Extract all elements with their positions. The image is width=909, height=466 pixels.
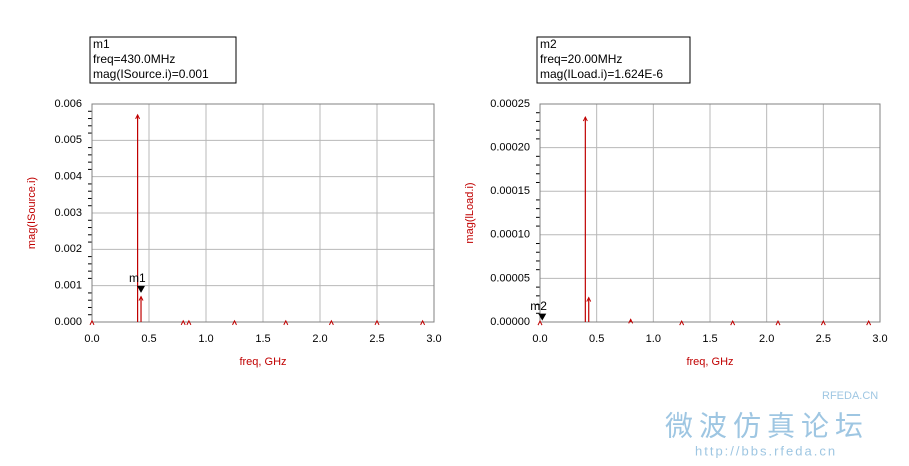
stem-arrow [420, 319, 426, 326]
y-tick-label: 0.00005 [490, 272, 530, 284]
y-tick-label: 0.00020 [490, 142, 530, 154]
y-tick-label: 0.006 [54, 98, 82, 110]
x-tick-label: 3.0 [872, 333, 887, 345]
stem-arrow [775, 320, 781, 326]
marker-name: m2 [540, 37, 557, 51]
y-axis-label: mag(lLoad.i) [464, 182, 476, 243]
marker-label: m2 [530, 299, 547, 313]
x-tick-label: 2.5 [369, 333, 384, 345]
stem-arrow [586, 296, 592, 302]
stem-arrow [138, 295, 144, 301]
stem-arrow [537, 320, 543, 326]
stem-arrow [283, 319, 289, 326]
watermark-site: RFEDA.CN [822, 390, 878, 402]
marker-freq: freq=430.0MHz [93, 52, 175, 66]
x-tick-label: 0.5 [141, 333, 156, 345]
stem-arrow [186, 319, 192, 326]
x-tick-label: 1.5 [702, 333, 717, 345]
stem-arrow [866, 320, 872, 326]
stem-arrow [582, 115, 588, 122]
stem-arrow [232, 319, 237, 326]
stem-arrow [89, 319, 95, 326]
marker-triangle [538, 313, 547, 321]
x-tick-label: 1.0 [646, 333, 661, 345]
x-tick-label: 2.5 [816, 333, 831, 345]
stem-arrow [679, 320, 685, 326]
stem-arrow [374, 319, 380, 326]
y-tick-label: 0.002 [54, 243, 82, 255]
watermark-url: http://bbs.rfeda.cn [695, 443, 837, 458]
y-tick-label: 0.00015 [490, 185, 530, 197]
marker-box [536, 36, 691, 84]
x-tick-label: 0.0 [532, 333, 547, 345]
y-axis-label: mag(ISource.i) [26, 177, 38, 249]
y-tick-label: 0.00025 [490, 98, 530, 110]
x-axis-label: freq, GHz [239, 356, 286, 368]
x-axis-label: freq, GHz [686, 356, 733, 368]
x-tick-label: 2.0 [312, 333, 327, 345]
stem-arrow [135, 113, 141, 120]
x-tick-label: 1.5 [255, 333, 270, 345]
plot-frame [91, 103, 435, 323]
marker-box [89, 36, 237, 84]
stem-arrow [730, 320, 736, 326]
marker-value: mag(ILoad.i)=1.624E-6 [540, 67, 663, 81]
x-tick-label: 2.0 [759, 333, 774, 345]
marker-label: m1 [129, 271, 146, 285]
x-tick-label: 3.0 [426, 333, 441, 345]
y-tick-label: 0.001 [54, 280, 82, 292]
stem-arrow [180, 319, 186, 326]
marker-name: m1 [93, 37, 110, 51]
y-tick-label: 0.004 [54, 171, 82, 183]
stem-arrow [628, 318, 634, 324]
x-tick-label: 0.0 [84, 333, 99, 345]
x-tick-label: 0.5 [589, 333, 604, 345]
y-tick-label: 0.00000 [490, 316, 530, 328]
stem-arrow [328, 319, 334, 326]
stem-arrow [820, 320, 826, 326]
marker-value: mag(ISource.i)=0.001 [93, 67, 209, 81]
y-tick-label: 0.000 [54, 316, 82, 328]
y-tick-label: 0.003 [54, 207, 82, 219]
marker-triangle [137, 285, 146, 293]
plot-frame [539, 103, 881, 323]
y-tick-label: 0.005 [54, 134, 82, 146]
watermark-forum: 微波仿真论坛 [665, 410, 869, 441]
x-tick-label: 1.0 [198, 333, 213, 345]
y-tick-label: 0.00010 [490, 229, 530, 241]
marker-freq: freq=20.00MHz [540, 52, 622, 66]
